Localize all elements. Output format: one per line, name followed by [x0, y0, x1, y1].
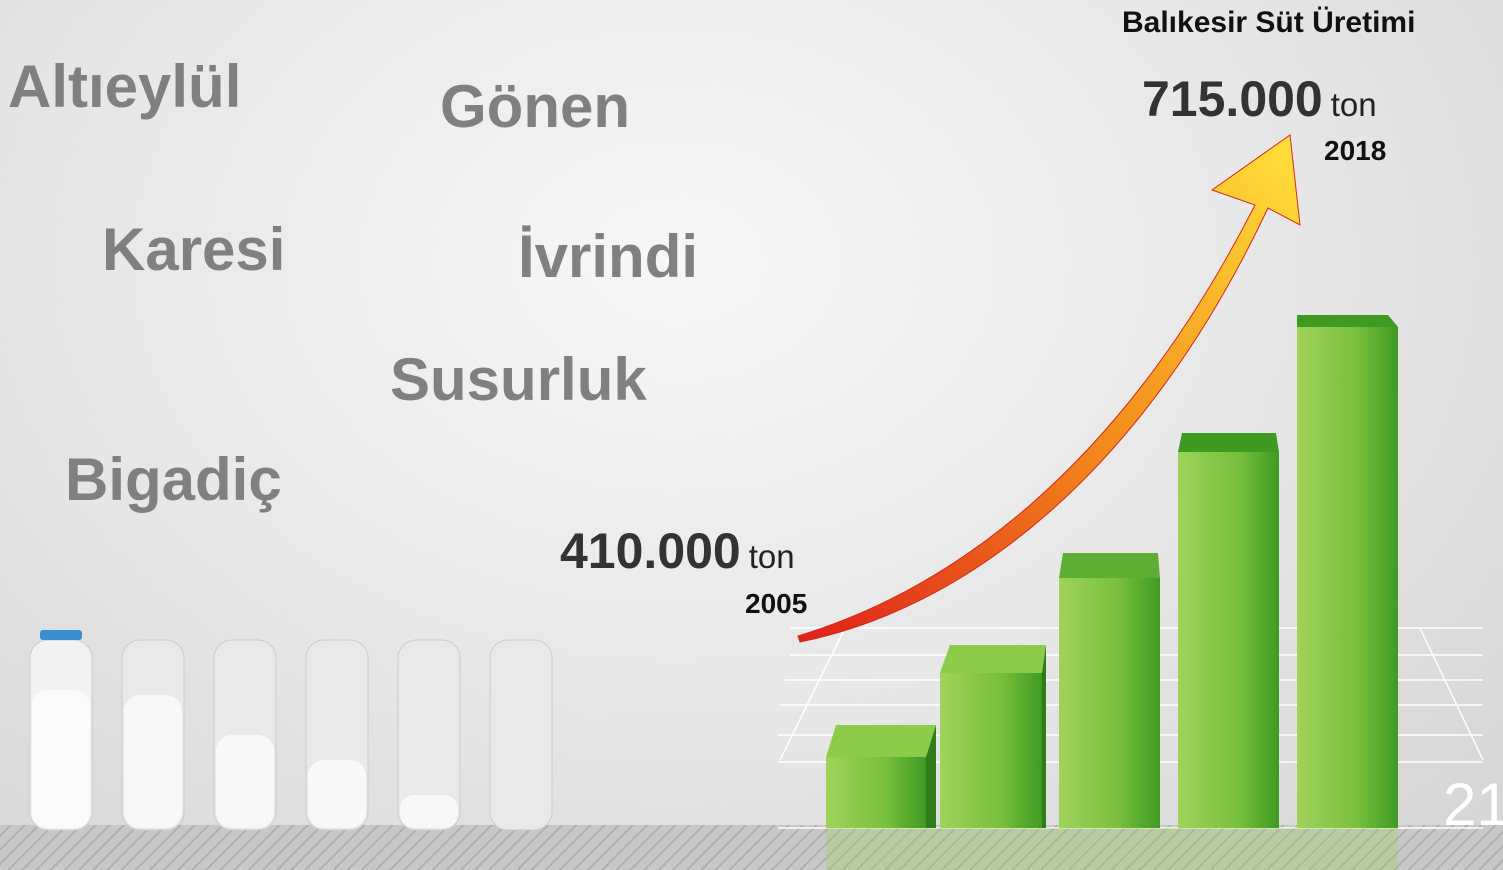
- district: Karesi: [102, 215, 285, 284]
- district: Bigadiç: [65, 445, 282, 514]
- unit: ton: [1331, 86, 1377, 123]
- district: İvrindi: [518, 222, 698, 291]
- slide: Altıeylül Gönen Karesi İvrindi Susurluk …: [0, 0, 1503, 870]
- start-year: 2005: [745, 588, 807, 620]
- amount: 715.000: [1142, 71, 1323, 127]
- district: Susurluk: [390, 345, 647, 414]
- amount: 410.000: [560, 523, 741, 579]
- illustration: [0, 0, 1503, 870]
- district: Gönen: [440, 72, 630, 141]
- end-year: 2018: [1324, 135, 1386, 167]
- district: Altıeylül: [8, 52, 241, 121]
- bottles: [30, 630, 552, 830]
- unit: ton: [749, 538, 795, 575]
- chart-title: Balıkesir Süt Üretimi: [1122, 6, 1415, 40]
- page-number: 21: [1443, 770, 1503, 839]
